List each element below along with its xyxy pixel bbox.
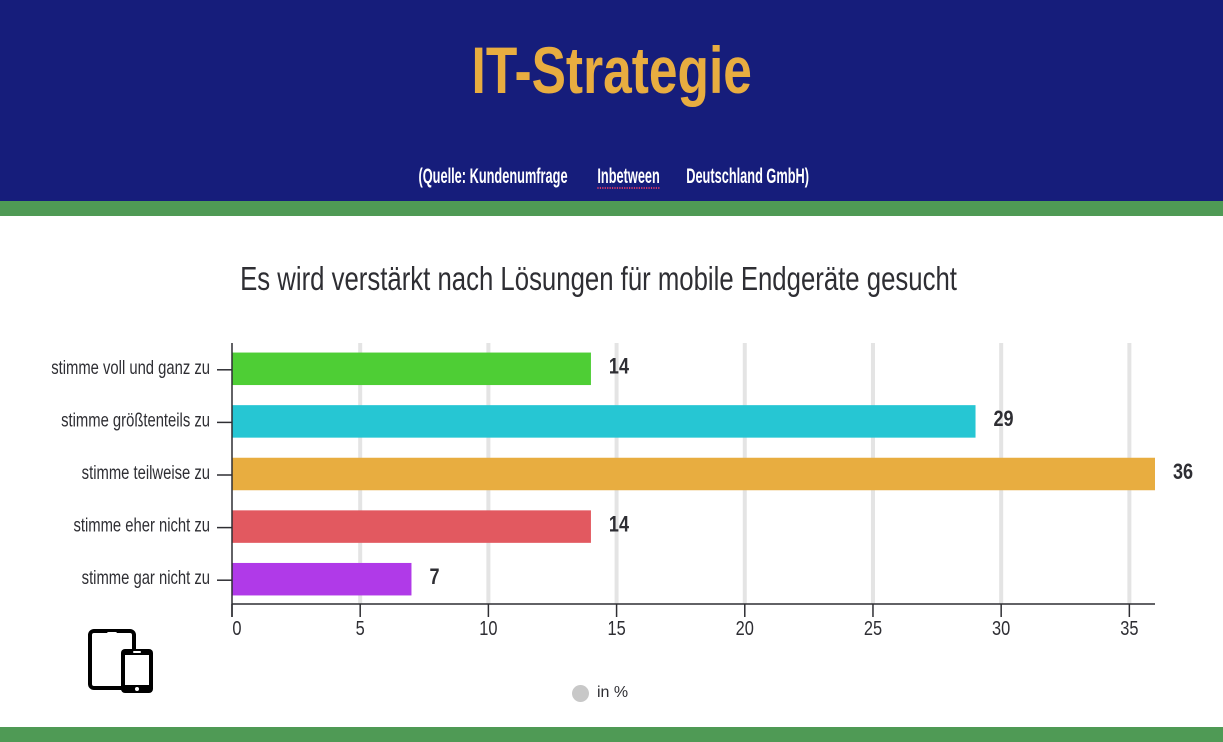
x-tick-label: 20 [736,616,754,639]
bar [232,457,1155,491]
subtitle-part: (Quelle: Kundenumfrage [418,165,568,188]
page-title-text: IT-Strategie [471,33,752,107]
x-tick-label: 35 [1120,616,1138,639]
legend[interactable]: in % [572,683,628,703]
bar [232,562,412,596]
data-label: 7 [429,565,439,589]
x-tick-label: 5 [356,616,365,639]
green-divider-bottom [0,727,1223,742]
x-tick-label: 15 [607,616,625,639]
category-label: stimme eher nicht zu [73,515,210,536]
data-label: 14 [609,355,630,379]
category-label: stimme größtenteils zu [61,410,210,431]
legend-label: in % [597,684,629,701]
category-label: stimme gar nicht zu [82,567,210,588]
bar-chart: 14 stimme voll und ganz zu 29 stimme größte… [51,343,1193,639]
chart-title: Es wird verstärkt nach Lösungen für mobi… [0,257,1197,301]
bar [232,405,976,438]
data-label: 36 [1173,460,1193,484]
bar [232,352,591,386]
tablet-and-phone-icon [88,629,153,693]
data-label: 29 [994,408,1014,432]
category-label: stimme teilweise zu [82,462,210,483]
x-tick-label: 0 [232,616,241,639]
page-title: IT-Strategie [0,30,1223,110]
category-label: stimme voll und ganz zu [51,357,210,378]
bar [232,510,591,543]
header-banner: IT-Strategie (Quelle: Kundenumfrage Inbe… [0,0,1223,201]
x-tick-label: 10 [479,616,497,639]
chart-title-text: Es wird verstärkt nach Lösungen für mobi… [240,260,957,297]
x-tick-label: 30 [992,616,1010,639]
x-tick-label: 25 [864,616,882,639]
source-subtitle: (Quelle: Kundenumfrage Inbetween Deutsch… [0,163,1223,191]
phone-icon [121,649,153,693]
data-label: 14 [609,513,630,537]
subtitle-company-word: Inbetween [597,165,660,188]
legend-marker [572,684,589,702]
green-divider-top [0,201,1223,216]
subtitle-part: Deutschland GmbH) [685,165,809,188]
